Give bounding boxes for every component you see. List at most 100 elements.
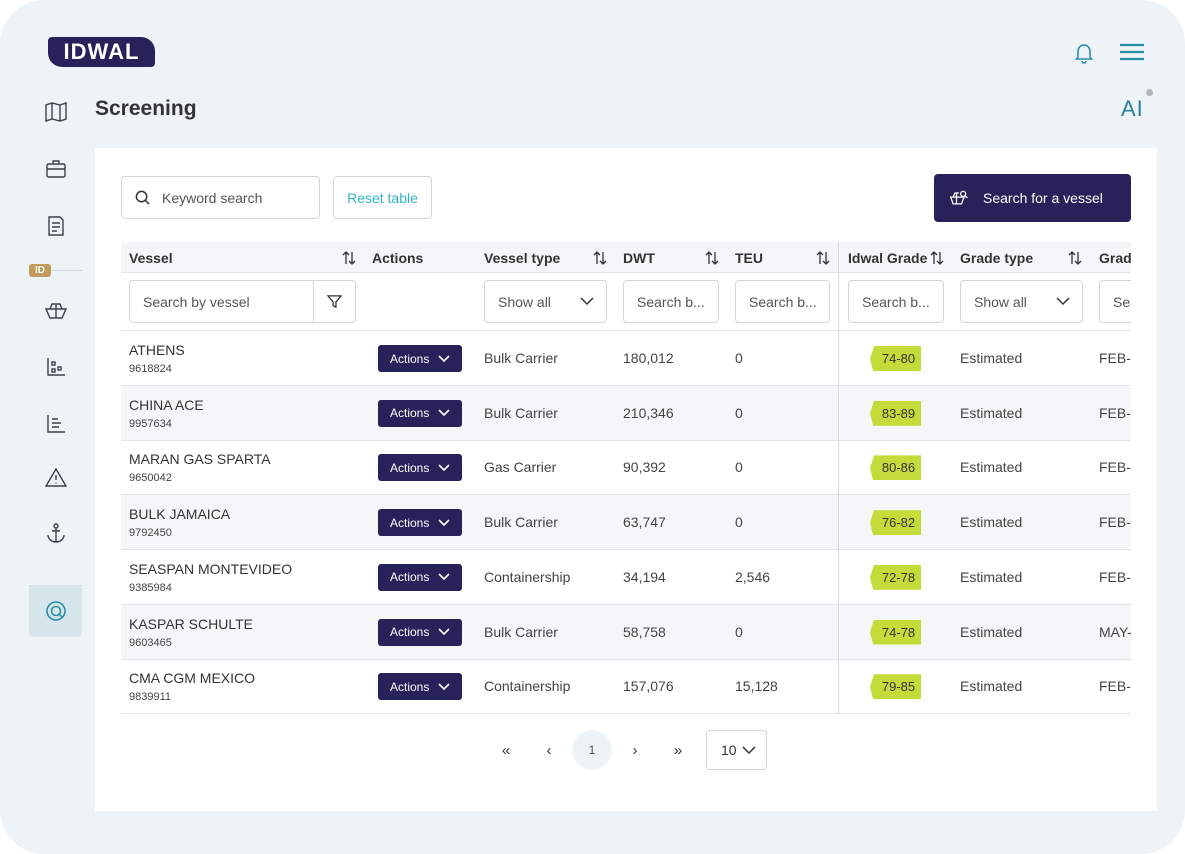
vessel-type-select[interactable]: Show all (484, 280, 607, 323)
filter-icon (327, 295, 342, 309)
dwt-cell: 34,194 (623, 568, 666, 585)
vessel-imo: 9957634 (129, 417, 172, 430)
teu-search-input[interactable]: Search b... (735, 280, 830, 323)
teu-cell: 0 (735, 459, 743, 476)
teu-cell: 15,128 (735, 678, 778, 695)
grade-date-cell: MAY- (1099, 623, 1131, 640)
grade-type-cell: Estimated (960, 678, 1023, 695)
table-row[interactable]: CMA CGM MEXICO 9839911 Actions Containershi… (121, 659, 1131, 714)
grade-search-input[interactable]: Search b... (848, 280, 944, 323)
current-page-button[interactable]: 1 (572, 730, 612, 770)
table-row[interactable]: KASPAR SCHULTE 9603465 Actions Bulk Carrier… (121, 604, 1131, 660)
idwal-grade-badge: 83-89 (870, 400, 921, 426)
last-page-button[interactable]: » (673, 741, 683, 759)
dwt-search-input[interactable]: Search b... (623, 280, 719, 323)
idwal-grade-badge: 79-85 (870, 674, 921, 700)
page-size-select[interactable]: 10 (706, 730, 767, 770)
chevron-down-icon (438, 573, 450, 581)
scatter-chart-icon[interactable] (41, 352, 71, 382)
actions-dropdown-button[interactable]: Actions (378, 563, 462, 591)
actions-dropdown-button[interactable]: Actions (378, 673, 462, 701)
vessel-imo: 9385984 (129, 581, 172, 594)
warning-icon[interactable] (41, 463, 71, 493)
sort-icon[interactable] (705, 250, 719, 266)
chevron-down-icon (438, 464, 450, 472)
column-header-grade-date[interactable]: Grad (1099, 249, 1131, 266)
vessel-ship-icon[interactable] (41, 296, 71, 326)
grade-date-cell: FEB-2 (1099, 678, 1131, 695)
actions-dropdown-button[interactable]: Actions (378, 454, 462, 482)
sort-icon[interactable] (593, 250, 607, 266)
sticky-column-divider (838, 242, 839, 714)
filter-button[interactable] (313, 280, 356, 323)
vessel-name[interactable]: BULK JAMAICA (129, 506, 231, 523)
idwal-grade-badge: 74-80 (870, 346, 921, 371)
teu-cell: 2,546 (735, 568, 771, 585)
teu-cell: 0 (735, 404, 743, 421)
grade-date-search-input[interactable]: Sea (1099, 280, 1131, 323)
grade-type-cell: Estimated (960, 568, 1023, 585)
vessel-type-cell: Containership (484, 568, 571, 585)
actions-dropdown-button[interactable]: Actions (378, 618, 462, 646)
actions-dropdown-button[interactable]: Actions (378, 399, 462, 427)
column-header-grade-type[interactable]: Grade type (960, 249, 1034, 266)
keyword-search-input[interactable] (162, 189, 312, 206)
vessel-type-cell: Gas Carrier (484, 459, 557, 476)
vessel-type-cell: Bulk Carrier (484, 404, 558, 421)
first-page-button[interactable]: « (501, 741, 511, 759)
next-page-button[interactable]: › (632, 741, 638, 759)
sidebar-item-screening[interactable] (29, 585, 82, 637)
actions-dropdown-button[interactable]: Actions (378, 509, 462, 537)
actions-dropdown-button[interactable]: Actions (378, 345, 462, 372)
ai-assistant-button[interactable]: AI (1121, 96, 1144, 121)
dwt-cell: 157,076 (623, 678, 674, 695)
sort-icon[interactable] (342, 250, 356, 266)
screening-icon[interactable] (41, 596, 71, 626)
bell-icon[interactable] (1072, 40, 1096, 64)
chevron-down-icon (438, 409, 450, 417)
sort-icon[interactable] (930, 250, 944, 266)
bar-chart-icon[interactable] (41, 409, 71, 439)
vessel-name[interactable]: MARAN GAS SPARTA (129, 451, 271, 468)
vessel-imo: 9618824 (129, 363, 172, 375)
teu-cell: 0 (735, 514, 743, 531)
vessel-name[interactable]: CMA CGM MEXICO (129, 670, 256, 687)
sort-icon[interactable] (816, 250, 830, 266)
grade-type-cell: Estimated (960, 459, 1023, 476)
vessel-name[interactable]: SEASPAN MONTEVIDEO (129, 560, 293, 577)
sort-icon[interactable] (1068, 250, 1082, 266)
prev-page-button[interactable]: ‹ (546, 741, 552, 759)
table-row[interactable]: ATHENS 9618824 Actions Bulk Carrier 180,012 0… (121, 331, 1131, 386)
column-header-dwt[interactable]: DWT (623, 249, 655, 266)
idwal-logo[interactable]: IDWAL (48, 37, 155, 67)
chevron-down-icon (580, 297, 594, 306)
search-for-vessel-button[interactable]: Search for a vessel (934, 174, 1131, 222)
vessel-name[interactable]: CHINA ACE (129, 396, 204, 413)
book-icon[interactable] (41, 97, 71, 127)
vessel-name[interactable]: KASPAR SCHULTE (129, 615, 253, 632)
reset-table-button[interactable]: Reset table (333, 176, 432, 219)
grade-type-select[interactable]: Show all (960, 280, 1083, 323)
grade-date-cell: FEB-2 (1099, 350, 1131, 366)
table-row[interactable]: BULK JAMAICA 9792450 Actions Bulk Carrier 63… (121, 495, 1131, 551)
briefcase-icon[interactable] (41, 154, 71, 184)
vessel-name[interactable]: ATHENS (129, 342, 185, 358)
vessel-search-input[interactable]: Search by vessel (129, 280, 314, 323)
column-header-vessel-type[interactable]: Vessel type (484, 249, 561, 266)
document-icon[interactable] (41, 211, 71, 241)
search-icon (135, 190, 150, 205)
table-row[interactable]: CHINA ACE 9957634 Actions Bulk Carrier 210,3… (121, 385, 1131, 441)
hamburger-menu-icon[interactable] (1119, 40, 1145, 64)
column-header-idwal-grade[interactable]: Idwal Grade (848, 249, 928, 266)
table-row[interactable]: SEASPAN MONTEVIDEO 9385984 Actions Containe… (121, 550, 1131, 605)
column-header-vessel[interactable]: Vessel (129, 249, 173, 266)
dwt-cell: 58,758 (623, 623, 666, 640)
column-header-actions: Actions (372, 249, 424, 266)
table-row[interactable]: MARAN GAS SPARTA 9650042 Actions Gas Carrie… (121, 440, 1131, 496)
keyword-search-field[interactable] (121, 176, 320, 219)
grade-type-cell: Estimated (960, 623, 1023, 640)
column-header-teu[interactable]: TEU (735, 249, 763, 266)
grade-type-cell: Estimated (960, 514, 1023, 531)
anchor-icon[interactable] (41, 518, 71, 548)
vessel-type-cell: Bulk Carrier (484, 350, 558, 366)
